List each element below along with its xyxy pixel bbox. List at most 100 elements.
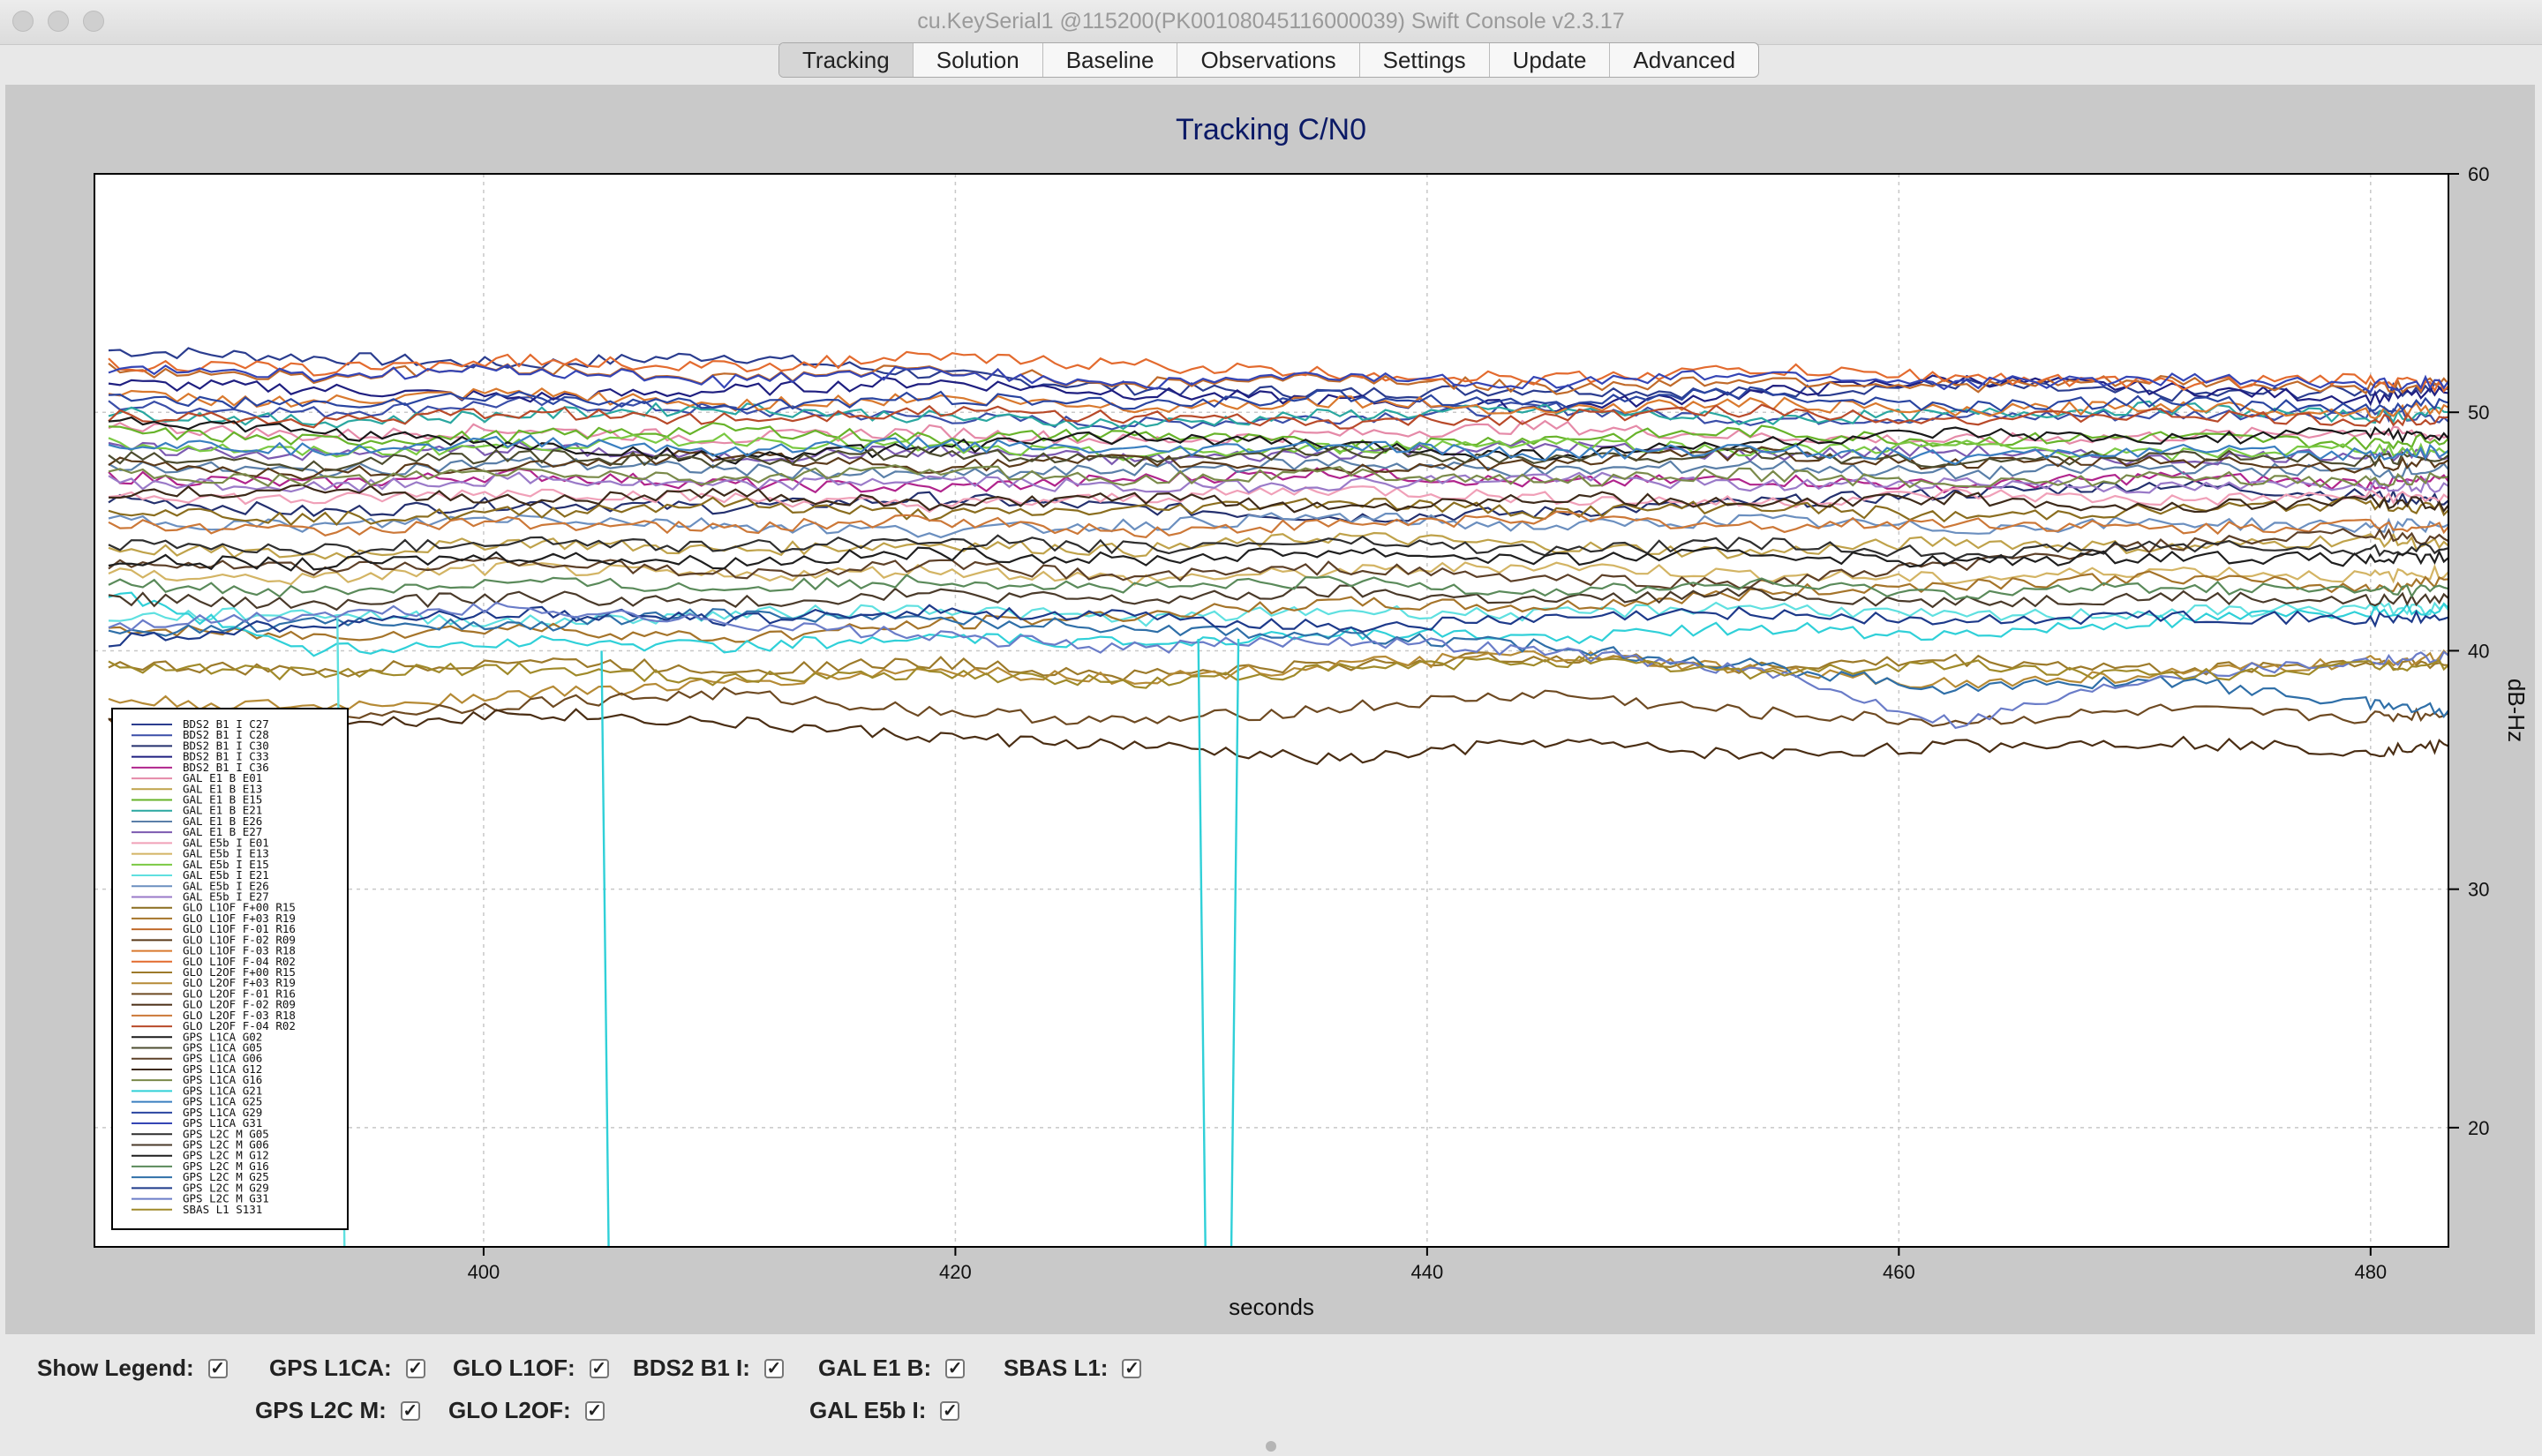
legend-entry-label: BDS2 B1 I C36 bbox=[183, 761, 269, 774]
legend-entry-label: BDS2 B1 I C30 bbox=[183, 739, 269, 752]
legend-entry-label: GPS L2C M G12 bbox=[183, 1149, 269, 1162]
gal-e5bi-control: GAL E5b I: ✓ bbox=[809, 1397, 960, 1424]
y-axis-label: dB-Hz bbox=[2503, 679, 2530, 742]
y-tick-label: 40 bbox=[2468, 640, 2489, 662]
legend-box bbox=[111, 708, 349, 1230]
signal-dropout-line bbox=[600, 650, 610, 1247]
legend-entry-label: GAL E5b I E27 bbox=[183, 889, 269, 903]
legend-entry-label: GAL E5b I E21 bbox=[183, 868, 269, 882]
bds2-b1i-control: BDS2 B1 I: ✓ bbox=[633, 1355, 784, 1382]
series-line bbox=[108, 386, 2448, 414]
legend-entry-label: GLO L1OF F-04 R02 bbox=[183, 955, 296, 968]
minimize-window-icon[interactable] bbox=[48, 11, 69, 32]
gal-e1b-checkbox[interactable]: ✓ bbox=[945, 1358, 966, 1378]
legend-entry-label: GLO L1OF F-03 R18 bbox=[183, 944, 296, 957]
series-line bbox=[108, 591, 2448, 657]
series-line bbox=[108, 534, 2448, 560]
legend-entry-label: GAL E1 B E27 bbox=[183, 825, 262, 838]
tab-update[interactable]: Update bbox=[1490, 43, 1611, 77]
x-tick-label: 460 bbox=[1883, 1261, 1915, 1283]
show-legend-checkbox[interactable]: ✓ bbox=[207, 1358, 228, 1378]
gps-l2cm-label: GPS L2C M: bbox=[255, 1397, 387, 1423]
series-line bbox=[108, 570, 2448, 643]
gal-e5bi-checkbox[interactable]: ✓ bbox=[940, 1400, 960, 1421]
legend-entry-label: SBAS L1 S131 bbox=[183, 1203, 262, 1216]
series-line bbox=[108, 574, 2448, 601]
signal-dropout-line bbox=[1197, 638, 1207, 1247]
legend-entry-label: GPS L1CA G21 bbox=[183, 1084, 262, 1097]
zoom-window-icon[interactable] bbox=[83, 11, 104, 32]
y-tick-label: 60 bbox=[2468, 163, 2489, 185]
legend-entry-label: GLO L2OF F-04 R02 bbox=[183, 1019, 296, 1032]
legend-entry-label: BDS2 B1 I C28 bbox=[183, 728, 269, 741]
legend-entry-label: GLO L2OF F+03 R19 bbox=[183, 976, 296, 989]
series-line bbox=[108, 374, 2448, 415]
glo-l2of-checkbox[interactable]: ✓ bbox=[584, 1400, 605, 1421]
splitter-handle[interactable] bbox=[1266, 1441, 1276, 1452]
legend-entry-label: GAL E5b I E26 bbox=[183, 879, 269, 892]
legend-entry-label: GPS L2C M G16 bbox=[183, 1160, 269, 1173]
legend-entry-label: GAL E1 B E21 bbox=[183, 804, 262, 817]
legend-entry-label: GLO L2OF F-01 R16 bbox=[183, 987, 296, 1000]
legend-entry-label: GPS L1CA G05 bbox=[183, 1041, 262, 1054]
gps-l2cm-checkbox[interactable]: ✓ bbox=[400, 1400, 420, 1421]
sbas-l1-checkbox[interactable]: ✓ bbox=[1122, 1358, 1142, 1378]
gal-e1b-label: GAL E1 B: bbox=[818, 1355, 932, 1381]
x-axis-label: seconds bbox=[1229, 1294, 1314, 1320]
legend-entry-label: GAL E1 B E15 bbox=[183, 793, 262, 807]
series-line bbox=[108, 350, 2448, 394]
series-line bbox=[108, 364, 2448, 394]
legend-entry-label: GPS L1CA G02 bbox=[183, 1030, 262, 1043]
legend-entry-label: BDS2 B1 I C27 bbox=[183, 717, 269, 731]
tab-solution[interactable]: Solution bbox=[914, 43, 1043, 77]
x-tick-label: 420 bbox=[939, 1261, 972, 1283]
bds2-b1i-checkbox[interactable]: ✓ bbox=[763, 1358, 784, 1378]
series-group bbox=[108, 347, 2448, 1247]
series-line bbox=[108, 434, 2448, 466]
series-line bbox=[108, 471, 2448, 494]
series-line bbox=[108, 446, 2448, 481]
legend-entry-label: GPS L1CA G06 bbox=[183, 1052, 262, 1065]
series-line bbox=[108, 387, 2448, 420]
legend-entry-label: GPS L2C M G05 bbox=[183, 1127, 269, 1140]
tab-advanced[interactable]: Advanced bbox=[1633, 47, 1736, 73]
legend-entry-label: GLO L2OF F-02 R09 bbox=[183, 998, 296, 1011]
legend-entry-label: GPS L1CA G31 bbox=[183, 1116, 262, 1130]
series-line bbox=[108, 484, 2448, 514]
series-line bbox=[108, 584, 2448, 612]
tab-settings[interactable]: Settings bbox=[1360, 43, 1490, 77]
window-titlebar: cu.KeySerial1 @115200(PK0010804511600003… bbox=[0, 0, 2542, 45]
tab-observations[interactable]: Observations bbox=[1177, 43, 1360, 77]
gps-l1ca-label: GPS L1CA: bbox=[269, 1355, 392, 1381]
legend-entry-label: GLO L2OF F-03 R18 bbox=[183, 1009, 296, 1022]
series-line bbox=[108, 419, 2448, 446]
series-line bbox=[108, 604, 2448, 648]
legend-entry-label: GPS L1CA G12 bbox=[183, 1062, 262, 1076]
glo-l1of-checkbox[interactable]: ✓ bbox=[589, 1358, 609, 1378]
legend-entry-label: GLO L1OF F+03 R19 bbox=[183, 912, 296, 925]
close-window-icon[interactable] bbox=[12, 11, 34, 32]
series-line bbox=[108, 510, 2448, 538]
series-line bbox=[108, 422, 2448, 454]
sbas-l1-label: SBAS L1: bbox=[1004, 1355, 1109, 1381]
tab-baseline[interactable]: Baseline bbox=[1043, 43, 1178, 77]
series-line bbox=[108, 546, 2448, 572]
series-line bbox=[108, 687, 2448, 732]
main-tab-bar: Tracking Solution Baseline Observations … bbox=[778, 42, 1760, 78]
x-tick-label: 400 bbox=[468, 1261, 500, 1283]
signal-dropout-line bbox=[1230, 638, 1240, 1247]
x-tick-label: 480 bbox=[2354, 1261, 2387, 1283]
legend-entry-label: GPS L2C M G25 bbox=[183, 1170, 269, 1183]
gps-l1ca-checkbox[interactable]: ✓ bbox=[405, 1358, 425, 1378]
legend-entry-label: GPS L2C M G06 bbox=[183, 1137, 269, 1151]
legend-entry-label: GPS L1CA G25 bbox=[183, 1095, 262, 1108]
legend-entry-label: GAL E5b I E15 bbox=[183, 858, 269, 871]
series-line bbox=[108, 464, 2448, 489]
legend-entry-label: BDS2 B1 I C33 bbox=[183, 750, 269, 763]
series-line bbox=[108, 528, 2448, 590]
legend-entry-label: GAL E1 B E13 bbox=[183, 782, 262, 795]
controls-row-1: Show Legend: ✓ GPS L1CA: ✓ GLO L1OF: ✓ B… bbox=[0, 1355, 2542, 1393]
tab-tracking[interactable]: Tracking bbox=[779, 43, 914, 77]
series-line bbox=[108, 432, 2448, 462]
